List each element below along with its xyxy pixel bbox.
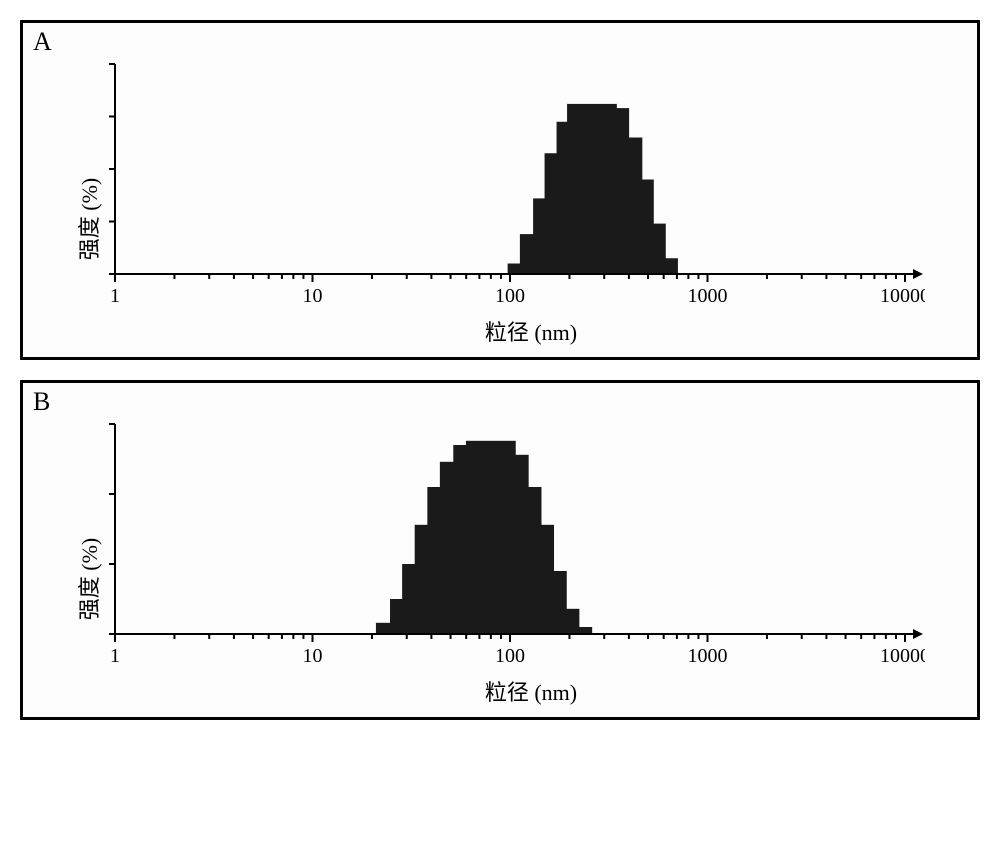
chart-panel-A: A强度 (%)05101520110100100010000粒径 (nm) [20, 20, 980, 360]
x-tick-label: 10000 [880, 285, 925, 307]
x-tick-label: 10 [303, 645, 323, 667]
x-tick-label: 1000 [688, 285, 728, 307]
x-tick-label: 1 [110, 285, 120, 307]
x-tick-label: 1 [110, 645, 120, 667]
x-tick-label: 100 [495, 645, 525, 667]
histogram-svg: 051015110100100010000 [105, 419, 925, 669]
panel-label: A [33, 27, 52, 57]
x-tick-label: 1000 [688, 645, 728, 667]
x-axis-label: 粒径 (nm) [105, 315, 957, 347]
chart-plot-area: 强度 (%)05101520110100100010000粒径 (nm) [105, 59, 957, 347]
histogram-bar [542, 627, 592, 634]
y-axis-label: 强度 (%) [72, 178, 104, 260]
x-tick-label: 10 [303, 285, 323, 307]
x-axis-label: 粒径 (nm) [105, 675, 957, 707]
panel-label: B [33, 387, 50, 417]
y-axis-label: 强度 (%) [72, 538, 104, 620]
x-tick-label: 10000 [880, 645, 925, 667]
chart-panel-B: B强度 (%)051015110100100010000粒径 (nm) [20, 380, 980, 720]
histogram-bar [628, 258, 678, 274]
chart-plot-area: 强度 (%)051015110100100010000粒径 (nm) [105, 419, 957, 707]
histogram-svg: 05101520110100100010000 [105, 59, 925, 309]
x-tick-label: 100 [495, 285, 525, 307]
